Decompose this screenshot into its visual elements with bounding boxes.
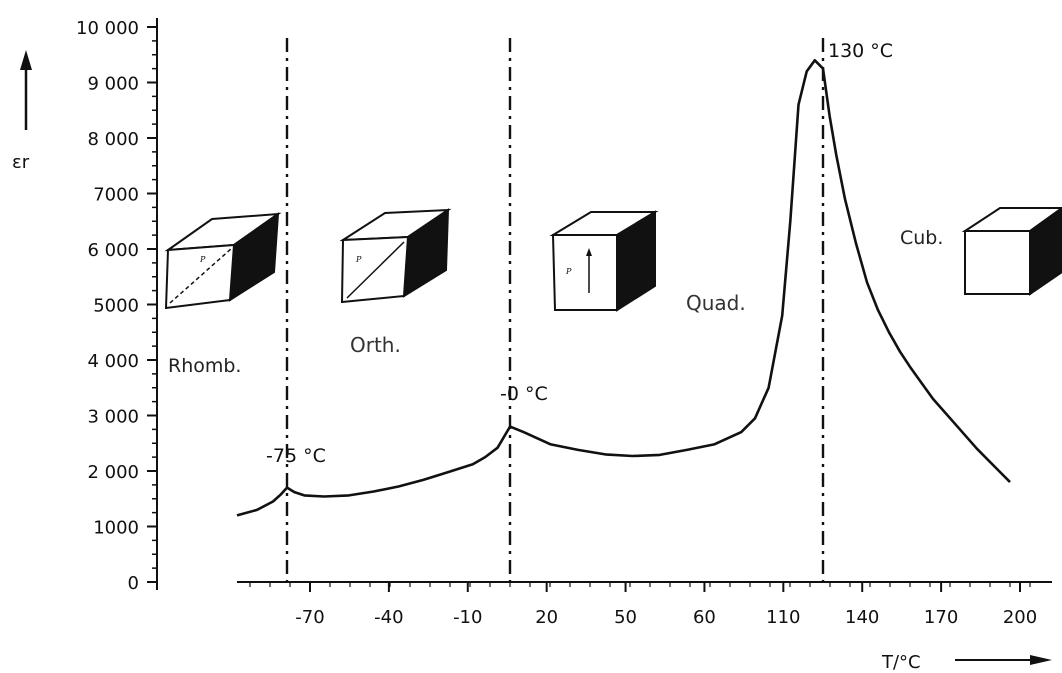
x-tick-label: 50 (614, 607, 637, 628)
y-ticks: 0 1000 2 000 3 000 4 000 5000 6 000 7000 8 000 9 … (76, 18, 157, 594)
y-axis-title: εr (12, 152, 30, 173)
phase-label-orth: Orth. (350, 333, 401, 357)
y-tick-label: 8 000 (87, 129, 139, 150)
cubic-cube-icon (961, 206, 1062, 296)
svg-text:P: P (199, 255, 206, 264)
x-tick-label: -40 (374, 607, 403, 628)
y-tick-label: 9 000 (87, 74, 139, 95)
x-tick-label: -70 (295, 607, 324, 628)
y-tick-label: 3 000 (87, 407, 139, 428)
x-tick-label: 170 (924, 607, 958, 628)
y-tick-label: 2 000 (87, 462, 139, 483)
y-tick-label: 1000 (93, 518, 139, 539)
y-tick-label: 5000 (93, 296, 139, 317)
phase-label-cub: Cub. (900, 227, 943, 249)
y-tick-label: 4 000 (87, 351, 139, 372)
x-tick-label: 20 (535, 607, 558, 628)
phase-label-quad: Quad. (686, 291, 746, 315)
transition-label-minus75: -75 °C (266, 445, 326, 467)
x-axis-title: T/°C (881, 652, 921, 673)
x-ticks: -70 -40 -10 20 50 60 110 140 170 200 (249, 582, 1037, 628)
y-tick-label: 10 000 (76, 18, 139, 39)
phase-label-rhomb: Rhomb. (168, 355, 241, 377)
x-tick-label: 200 (1003, 607, 1037, 628)
x-tick-label: 140 (845, 607, 879, 628)
y-tick-label: 7000 (93, 185, 139, 206)
tetragonal-cube-icon: P (549, 210, 659, 312)
transition-label-130: 130 °C (828, 40, 893, 62)
svg-text:P: P (355, 255, 362, 264)
x-axis-arrow-icon (955, 655, 1052, 665)
transition-label-0: -0 °C (500, 383, 548, 405)
svg-text:P: P (565, 267, 572, 276)
y-tick-label: 6 000 (87, 240, 139, 261)
orthorhombic-cube-icon: P (339, 208, 452, 304)
y-axis-arrow-icon (20, 50, 32, 130)
rhombohedral-cube-icon: P (164, 211, 282, 310)
permittivity-curve (236, 59, 1011, 517)
y-tick-label: 0 (128, 573, 139, 594)
transition-lines (285, 38, 825, 582)
x-tick-label: 60 (693, 607, 716, 628)
x-tick-label: -10 (453, 607, 482, 628)
x-tick-label: 110 (766, 607, 800, 628)
